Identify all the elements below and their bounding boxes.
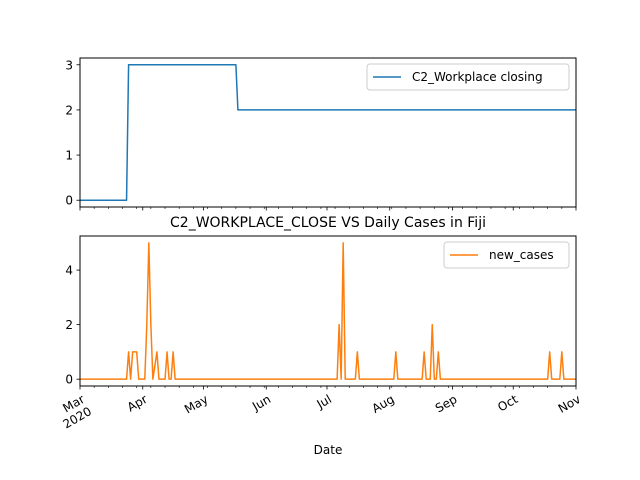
top-plot: 0 1 2 3 C2_Workplace closing [65, 57, 577, 211]
top-plot-legend-label: C2_Workplace closing [412, 70, 543, 84]
bottom-plot-legend-box [443, 241, 570, 269]
x-axis-label: Date [314, 443, 343, 457]
top-plot-frame [79, 57, 577, 208]
top-plot-legend: C2_Workplace closing [366, 63, 570, 91]
x-tick-label-group: Jul [314, 392, 334, 412]
y-tick-label: 0 [65, 373, 73, 387]
y-tick-label: 1 [65, 149, 73, 163]
y-tick-label: 3 [65, 58, 73, 72]
bottom-plot-lines [80, 242, 576, 380]
series-line-C2_Workplace closing [80, 64, 576, 201]
bottom-plot-legend-label: new_cases [489, 248, 554, 262]
series-line-new_cases [80, 242, 576, 380]
bottom-plot-legend: new_cases [443, 241, 570, 269]
bottom-plot-frame [79, 235, 577, 387]
chart-title: C2_WORKPLACE_CLOSE VS Daily Cases in Fij… [170, 215, 486, 231]
bottom-plot-y-ticks: 0 2 4 [65, 264, 80, 387]
y-tick-label: 2 [65, 318, 73, 332]
top-plot-x-ticks [79, 207, 577, 211]
y-tick-label: 0 [65, 194, 73, 208]
top-plot-legend-box [366, 63, 570, 91]
y-tick-label: 2 [65, 103, 73, 117]
top-plot-y-ticks: 0 1 2 3 [65, 58, 80, 208]
y-tick-label: 4 [65, 264, 73, 278]
top-plot-lines [80, 64, 576, 201]
x-tick-label: Jul [314, 392, 334, 412]
